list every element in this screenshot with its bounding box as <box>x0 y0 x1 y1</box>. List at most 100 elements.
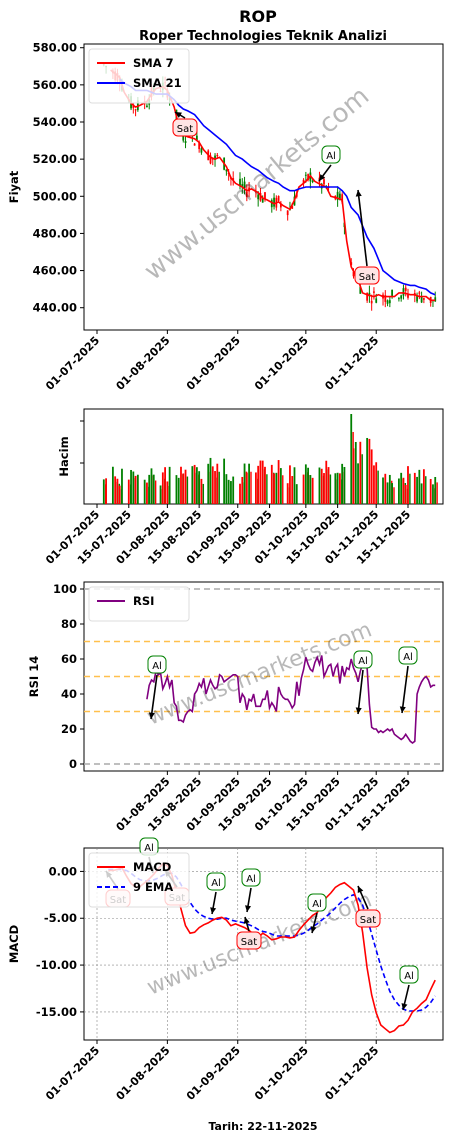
volume-bar <box>259 460 262 504</box>
buy-signal: Al <box>404 971 414 982</box>
volume-bar <box>209 457 212 504</box>
volume-bar <box>309 475 312 504</box>
candle-body <box>239 178 241 187</box>
volume-bar <box>436 482 438 504</box>
x-tick-label: 01-09-2025 <box>184 1044 243 1103</box>
x-tick-label: 01-11-2025 <box>322 1044 381 1103</box>
volume-bar <box>159 485 162 504</box>
candle-body <box>243 181 246 189</box>
annotation-arrowhead <box>148 712 155 719</box>
volume-bar <box>388 474 391 504</box>
volume-bar <box>175 475 178 504</box>
annotation-arrowhead <box>310 926 317 933</box>
y-axis-label: RSI 14 <box>27 656 41 697</box>
legend-label: RSI <box>133 594 154 608</box>
volume-bar <box>130 469 132 504</box>
candle-body <box>352 271 355 277</box>
candle-body <box>193 143 196 146</box>
annotation-arrowhead <box>243 917 250 924</box>
volume-bar <box>177 477 180 504</box>
rsi-line <box>146 655 436 745</box>
volume-bar <box>248 463 250 504</box>
candle-body <box>279 203 282 208</box>
volume-bar <box>370 449 373 504</box>
candle-body <box>404 287 407 291</box>
volume-bar <box>239 483 241 504</box>
candle-body <box>373 291 375 293</box>
volume-bar <box>336 472 339 504</box>
volume-bar <box>366 437 369 504</box>
volume-bar <box>143 479 146 504</box>
volume-bar <box>136 474 139 504</box>
volume-bar <box>357 463 359 504</box>
candle-body <box>216 154 219 157</box>
candle-body <box>402 288 405 296</box>
y-tick-label: 480.00 <box>33 226 77 240</box>
volume-bar <box>311 477 314 504</box>
volume-bar <box>182 473 185 504</box>
volume-bar <box>111 466 114 504</box>
volume-bar <box>432 484 434 504</box>
x-tick-label: 01-10-2025 <box>252 334 311 393</box>
y-tick-label: 60 <box>61 652 77 666</box>
x-tick-label: 01-10-2025 <box>252 1044 311 1103</box>
volume-bar <box>227 479 230 504</box>
volume-bar <box>402 477 405 504</box>
buy-signal: Al <box>312 899 322 910</box>
buy-signal-box <box>321 145 341 164</box>
x-tick-label: 01-07-2025 <box>43 1044 102 1103</box>
candle-body <box>277 196 280 201</box>
volume-bar <box>223 458 226 504</box>
candle-body <box>302 179 305 184</box>
buy-signal-box <box>241 868 261 887</box>
volume-bar <box>289 465 291 504</box>
buy-signal-box <box>307 893 327 912</box>
volume-bar <box>413 472 416 504</box>
legend-label: MACD <box>133 860 171 874</box>
price-panel: 580.00 560.00 540.00 520.00 500.00 480.00 460.… <box>7 41 444 393</box>
sell-signal: Sat <box>177 124 193 135</box>
volume-bar <box>375 462 378 504</box>
candle-body <box>245 191 248 198</box>
volume-bar <box>273 473 275 504</box>
y-tick-label: -5.00 <box>44 911 77 925</box>
candle-body <box>257 194 260 200</box>
volume-bar <box>329 474 332 504</box>
volume-bar <box>434 476 437 504</box>
volume-bar <box>218 471 220 504</box>
y-tick-label: -10.00 <box>36 958 77 972</box>
annotation-arrowhead <box>175 112 182 118</box>
buy-signal: Al <box>326 151 336 162</box>
volume-bar <box>214 471 216 504</box>
candle-body <box>307 174 310 180</box>
volume-bar <box>134 475 137 504</box>
buy-signal: Al <box>211 878 221 889</box>
sell-signal-box <box>354 266 380 285</box>
volume-bar <box>261 460 264 504</box>
sell-signal: Sat <box>359 272 375 283</box>
buy-signal: Al <box>358 656 368 667</box>
volume-bar <box>161 472 164 504</box>
y-tick-label: 40 <box>61 687 77 701</box>
y-axis-label: Fiyat <box>7 170 21 203</box>
volume-bar <box>207 463 210 504</box>
buy-signal-box <box>147 655 167 674</box>
volume-bar <box>422 469 425 504</box>
annotation-arrowhead <box>245 905 252 912</box>
plot-frame <box>83 847 444 1041</box>
buy-signal-box <box>206 872 226 891</box>
volume-bar <box>409 473 411 504</box>
volume-bar <box>232 476 235 504</box>
x-tick-label: 01-08-2025 <box>114 1044 173 1103</box>
volume-bar <box>277 460 280 504</box>
buy-signal: Al <box>152 661 162 672</box>
volume-bar <box>327 467 330 504</box>
volume-bar <box>275 472 278 504</box>
volume-bar <box>168 466 171 504</box>
volume-bar <box>398 478 400 504</box>
volume-bar <box>250 471 252 504</box>
volume-bar <box>420 483 423 504</box>
volume-bar <box>320 468 323 504</box>
watermark: www.uscmarkets.com <box>139 81 376 286</box>
y-tick-label: 520.00 <box>33 152 77 166</box>
